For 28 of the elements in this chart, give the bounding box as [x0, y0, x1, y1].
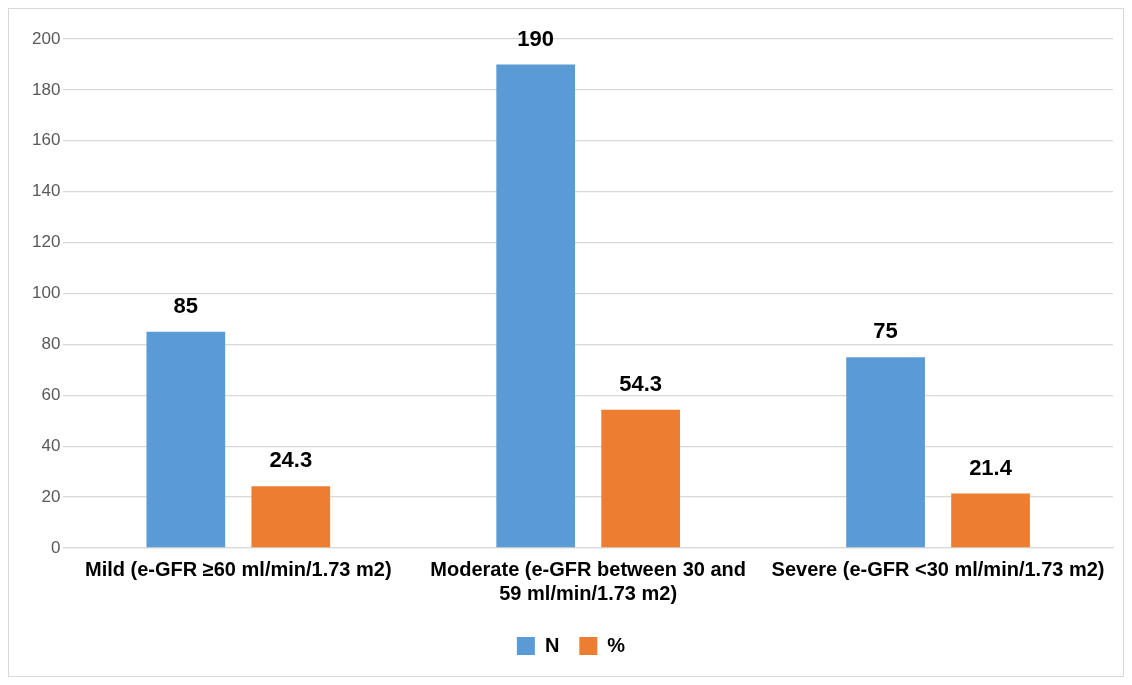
bar: [251, 486, 331, 548]
y-tick-label: 0: [50, 537, 61, 557]
y-tick-label: 80: [41, 334, 61, 354]
data-label: 85: [173, 292, 199, 318]
y-tick-label: 200: [31, 28, 61, 48]
legend-label: %: [607, 633, 626, 656]
x-tick-label: Mild (e-GFR ≥60 ml/min/1.73 m2): [85, 557, 392, 580]
data-label: 75: [873, 318, 898, 344]
x-tick-label: Severe (e-GFR <30 ml/min/1.73 m2): [771, 557, 1105, 580]
data-label: 190: [517, 25, 555, 51]
bar: [496, 64, 576, 548]
y-tick-label: 120: [31, 232, 61, 252]
bar: [146, 331, 226, 548]
y-tick-label: 160: [31, 130, 61, 150]
y-tick-label: 140: [31, 181, 61, 201]
y-tick-label: 60: [41, 384, 61, 404]
data-label: 21.4: [969, 454, 1013, 480]
y-tick-label: 20: [41, 486, 61, 506]
y-tick-label: 40: [41, 435, 61, 455]
data-label: 54.3: [619, 370, 663, 396]
legend-label: N: [544, 633, 560, 656]
data-label: 24.3: [269, 447, 313, 473]
x-tick-label: Moderate (e-GFR between 30 and 59 ml/min/1.73 m2): [430, 557, 746, 604]
y-tick-label: 180: [31, 79, 61, 99]
bar: [951, 493, 1030, 548]
y-tick-label: 100: [31, 283, 61, 303]
bar: [846, 357, 925, 548]
bar: [601, 409, 681, 548]
